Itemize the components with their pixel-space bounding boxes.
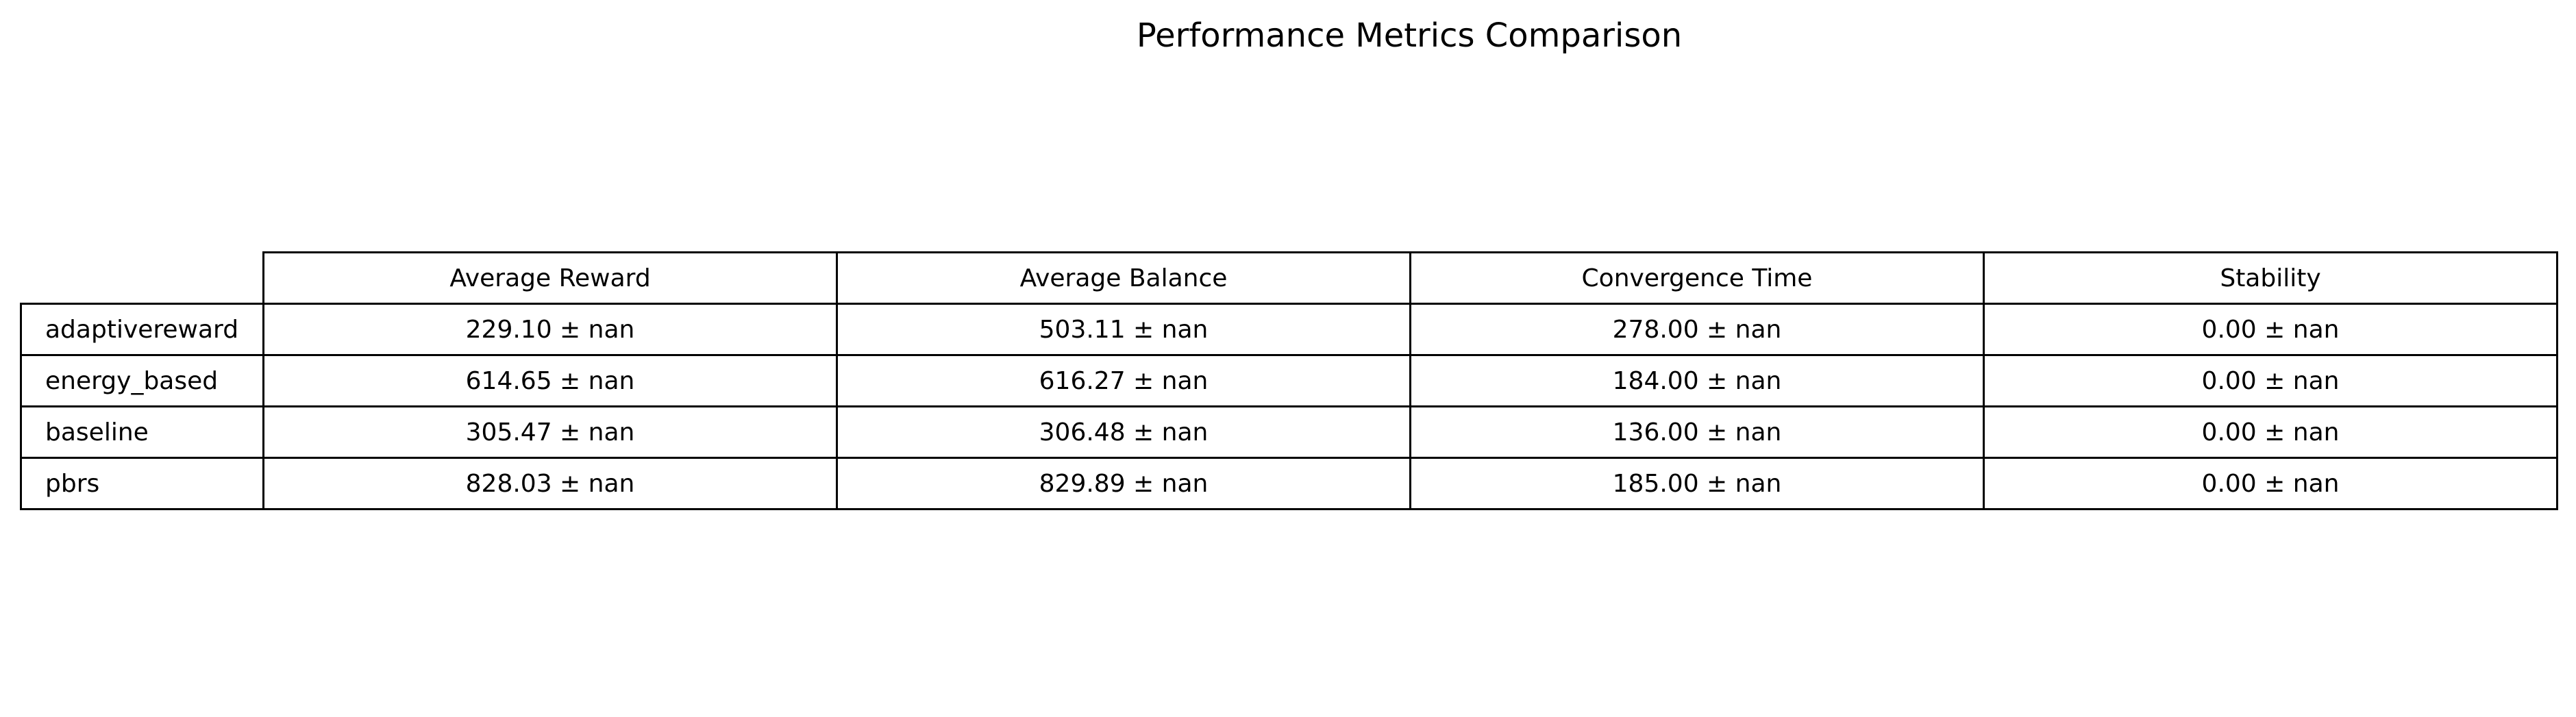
metrics-table: Average Reward Average Balance Convergen… — [20, 251, 2558, 510]
table-cell: 0.00 ± nan — [1983, 354, 2558, 407]
chart-title: Performance Metrics Comparison — [1136, 16, 1683, 55]
table-cell: 229.10 ± nan — [262, 303, 838, 356]
column-header-average-reward: Average Reward — [262, 251, 838, 305]
table-row-baseline: baseline 305.47 ± nan 306.48 ± nan 136.0… — [20, 405, 2558, 459]
column-header-average-balance: Average Balance — [836, 251, 1411, 305]
table-cell: 0.00 ± nan — [1983, 303, 2558, 356]
table-cell: 614.65 ± nan — [262, 354, 838, 407]
column-header-stability: Stability — [1983, 251, 2558, 305]
table-row-energy-based: energy_based 614.65 ± nan 616.27 ± nan 1… — [20, 354, 2558, 407]
table-cell: 278.00 ± nan — [1409, 303, 1985, 356]
table-cell: 184.00 ± nan — [1409, 354, 1985, 407]
table-row-adaptivereward: adaptivereward 229.10 ± nan 503.11 ± nan… — [20, 303, 2558, 356]
header-row: Average Reward Average Balance Convergen… — [21, 251, 2558, 305]
table-cell: 0.00 ± nan — [1983, 405, 2558, 459]
table-row-pbrs: pbrs 828.03 ± nan 829.89 ± nan 185.00 ± … — [20, 457, 2558, 510]
table-cell: 828.03 ± nan — [262, 457, 838, 510]
column-header-convergence-time: Convergence Time — [1409, 251, 1985, 305]
row-label: energy_based — [20, 354, 264, 407]
table-cell: 0.00 ± nan — [1983, 457, 2558, 510]
table-cell: 306.48 ± nan — [836, 405, 1411, 459]
table-cell: 185.00 ± nan — [1409, 457, 1985, 510]
table-cell: 829.89 ± nan — [836, 457, 1411, 510]
row-label: baseline — [20, 405, 264, 459]
row-label: adaptivereward — [20, 303, 264, 356]
table-cell: 503.11 ± nan — [836, 303, 1411, 356]
corner-cell — [21, 253, 264, 304]
table-cell: 305.47 ± nan — [262, 405, 838, 459]
table-cell: 136.00 ± nan — [1409, 405, 1985, 459]
table-cell: 616.27 ± nan — [836, 354, 1411, 407]
row-label: pbrs — [20, 457, 264, 510]
